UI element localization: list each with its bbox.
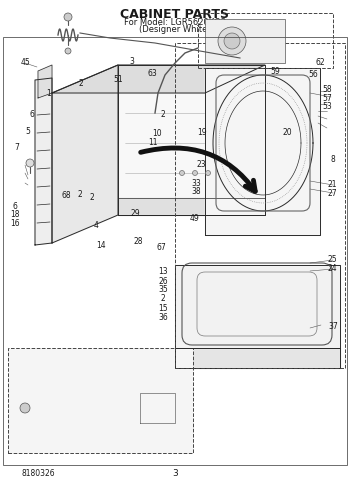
Text: 57: 57 bbox=[323, 94, 332, 102]
Text: 3: 3 bbox=[172, 469, 178, 478]
Text: 26: 26 bbox=[158, 277, 168, 285]
Text: 2: 2 bbox=[89, 193, 94, 201]
Text: 6: 6 bbox=[12, 202, 17, 211]
Text: 18: 18 bbox=[10, 211, 20, 219]
Text: 63: 63 bbox=[148, 69, 158, 78]
Text: 8180326: 8180326 bbox=[22, 469, 56, 478]
Text: 53: 53 bbox=[323, 102, 332, 111]
Circle shape bbox=[205, 170, 210, 175]
Text: 10: 10 bbox=[153, 129, 162, 138]
Text: 2: 2 bbox=[160, 111, 165, 119]
Text: 2: 2 bbox=[77, 190, 82, 199]
Circle shape bbox=[193, 170, 197, 175]
Text: 62: 62 bbox=[315, 58, 325, 67]
Bar bbox=[198, 13, 333, 68]
Text: 23: 23 bbox=[196, 160, 206, 169]
Text: 51: 51 bbox=[113, 75, 123, 84]
Circle shape bbox=[64, 13, 72, 21]
Text: 45: 45 bbox=[20, 58, 30, 67]
Text: 1: 1 bbox=[46, 89, 51, 98]
Text: 25: 25 bbox=[328, 256, 337, 264]
Text: 20: 20 bbox=[282, 128, 292, 137]
Text: CABINET PARTS: CABINET PARTS bbox=[120, 8, 230, 20]
Polygon shape bbox=[118, 65, 265, 215]
FancyArrowPatch shape bbox=[141, 148, 255, 191]
Text: 15: 15 bbox=[158, 304, 168, 313]
Text: 6: 6 bbox=[29, 111, 34, 119]
Text: 11: 11 bbox=[148, 138, 158, 146]
Text: 3: 3 bbox=[130, 57, 135, 66]
Text: 5: 5 bbox=[25, 127, 30, 136]
Circle shape bbox=[65, 48, 71, 54]
Text: 56: 56 bbox=[309, 71, 318, 79]
Text: (Designer White): (Designer White) bbox=[139, 25, 211, 33]
Bar bbox=[8, 348, 193, 453]
Polygon shape bbox=[175, 348, 340, 368]
Polygon shape bbox=[52, 65, 265, 93]
Text: 2: 2 bbox=[161, 295, 166, 303]
Polygon shape bbox=[35, 78, 52, 245]
Circle shape bbox=[218, 27, 246, 55]
Polygon shape bbox=[205, 68, 320, 235]
Text: 35: 35 bbox=[158, 285, 168, 294]
Polygon shape bbox=[38, 65, 52, 98]
Text: 58: 58 bbox=[323, 85, 332, 94]
Text: For Model: LGR5620KQ2: For Model: LGR5620KQ2 bbox=[124, 17, 226, 27]
Text: 49: 49 bbox=[190, 214, 200, 223]
Text: 8: 8 bbox=[330, 155, 335, 164]
Text: 38: 38 bbox=[191, 187, 201, 196]
Polygon shape bbox=[175, 265, 340, 348]
Text: 7: 7 bbox=[14, 143, 19, 152]
Text: 59: 59 bbox=[270, 68, 280, 76]
Circle shape bbox=[224, 33, 240, 49]
Text: 67: 67 bbox=[156, 243, 166, 252]
Bar bbox=[3, 37, 347, 465]
Circle shape bbox=[20, 403, 30, 413]
Circle shape bbox=[180, 170, 184, 175]
Circle shape bbox=[26, 159, 34, 167]
Text: 16: 16 bbox=[10, 219, 20, 228]
Polygon shape bbox=[52, 65, 118, 243]
Text: 37: 37 bbox=[328, 323, 338, 331]
Bar bbox=[205, 19, 285, 63]
Text: 68: 68 bbox=[62, 191, 71, 200]
Bar bbox=[175, 43, 345, 368]
Text: 21: 21 bbox=[328, 180, 337, 189]
Text: 27: 27 bbox=[328, 189, 337, 198]
Text: 24: 24 bbox=[328, 264, 337, 273]
Text: 28: 28 bbox=[133, 238, 143, 246]
Polygon shape bbox=[140, 393, 175, 423]
Text: 19: 19 bbox=[197, 128, 206, 137]
Text: 2: 2 bbox=[78, 79, 83, 87]
Text: 36: 36 bbox=[158, 313, 168, 322]
Text: 4: 4 bbox=[94, 221, 99, 230]
Text: 13: 13 bbox=[158, 268, 168, 276]
Text: 29: 29 bbox=[131, 209, 141, 217]
Text: 14: 14 bbox=[97, 241, 106, 250]
Polygon shape bbox=[118, 198, 265, 215]
Text: 33: 33 bbox=[191, 179, 201, 188]
